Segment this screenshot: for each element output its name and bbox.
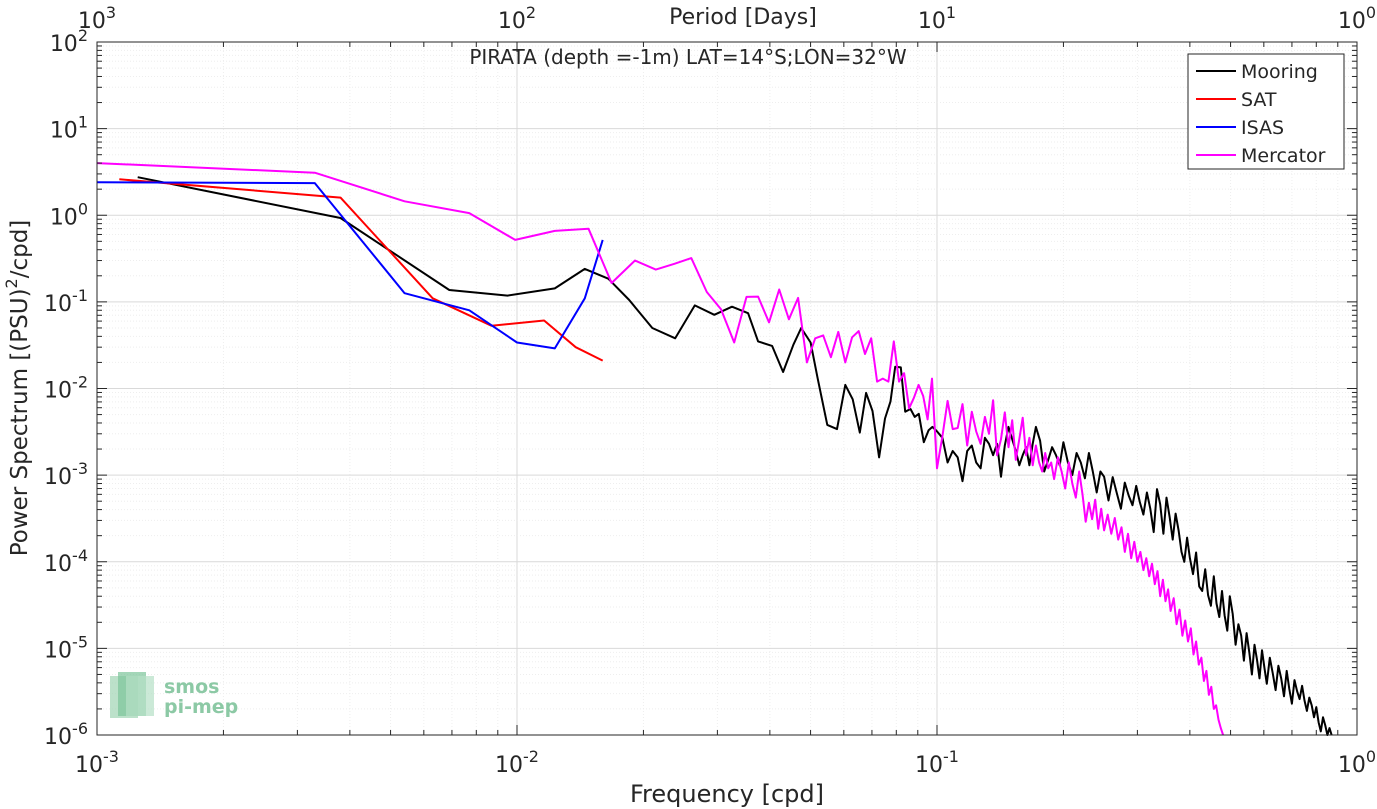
top-tick-label: 103	[78, 3, 116, 34]
x-tick-label-exp: -1	[943, 747, 959, 766]
y-axis-label-tail: /cpd]	[7, 220, 33, 279]
y-tick-label-exp: -5	[72, 632, 88, 651]
top-tick-label-base: 10	[498, 9, 526, 34]
top-tick-label-base: 10	[1338, 9, 1366, 34]
top-tick-label-base: 10	[78, 9, 106, 34]
y-tick-label-base: 10	[50, 32, 78, 57]
watermark-line-1: smos	[164, 676, 219, 698]
x-tick-label-exp: 0	[1366, 747, 1376, 766]
top-tick-label-exp: 0	[1366, 3, 1376, 22]
top-tick-label-exp: 3	[106, 3, 116, 22]
y-tick-label-base: 10	[44, 465, 72, 490]
y-axis-label: Power Spectrum [(PSU)2/cpd]	[2, 220, 33, 557]
series-line-mooring	[137, 176, 1333, 736]
chart-title: PIRATA (depth =-1m) LAT=14°S;LON=32°W	[469, 45, 907, 69]
series-line-mercator	[96, 162, 1225, 736]
x-tick-label-exp: -3	[103, 747, 119, 766]
legend-label-mooring: Mooring	[1241, 61, 1318, 83]
x-axis-label: Frequency [cpd]	[630, 780, 824, 808]
top-tick-label: 100	[1338, 3, 1376, 34]
watermark-logo: smos pi-mep	[110, 672, 238, 718]
y-tick-label: 10-2	[44, 373, 88, 404]
y-tick-label-exp: 2	[78, 26, 88, 45]
y-axis-label-main: Power Spectrum [(PSU)	[7, 288, 33, 556]
y-tick-label-exp: -1	[72, 286, 88, 305]
top-tick-label: 101	[918, 3, 956, 34]
top-tick-label-exp: 2	[526, 3, 536, 22]
y-tick-label-base: 10	[44, 292, 72, 317]
legend-box	[1187, 53, 1345, 170]
y-tick-label-exp: -4	[72, 546, 88, 565]
watermark-line-2: pi-mep	[164, 696, 238, 718]
x-tick-label: 100	[1338, 747, 1376, 778]
y-tick-label: 101	[50, 113, 88, 144]
y-tick-label-exp: 1	[78, 113, 88, 132]
y-tick-label-base: 10	[44, 552, 72, 577]
y-tick-label: 10-6	[44, 719, 88, 750]
y-tick-label-base: 10	[50, 119, 78, 144]
y-tick-label-base: 10	[44, 379, 72, 404]
x-tick-label: 10-2	[495, 747, 539, 778]
tick-labels: 10-3 10-2 10-1 10010-610-510-410-310-210-11…	[44, 3, 1376, 778]
y-tick-label-base: 10	[50, 205, 78, 230]
y-tick-label: 10-1	[44, 286, 88, 317]
legend-label-mercator: Mercator	[1241, 145, 1326, 167]
y-tick-label: 10-5	[44, 632, 88, 663]
y-tick-label-base: 10	[44, 725, 72, 750]
top-tick-label-exp: 1	[946, 3, 956, 22]
y-tick-label-exp: -3	[72, 459, 88, 478]
top-tick-label-base: 10	[918, 9, 946, 34]
legend-label-sat: SAT	[1241, 89, 1277, 111]
legend-label-isas: ISAS	[1241, 117, 1284, 139]
y-tick-label: 10-4	[44, 546, 88, 577]
top-tick-label: 102	[498, 3, 536, 34]
watermark-bar-3	[126, 676, 154, 716]
legend: Mooring SAT ISAS Mercator	[1187, 53, 1345, 170]
x-tick-label-base: 10	[915, 753, 943, 778]
series-line-isas	[96, 181, 604, 350]
top-axis-label: Period [Days]	[669, 5, 817, 30]
x-tick-label-base: 10	[495, 753, 523, 778]
x-tick-label-exp: -2	[523, 747, 539, 766]
y-tick-label: 10-3	[44, 459, 88, 490]
y-axis-label-sup: 2	[2, 278, 21, 288]
tick-marks	[96, 42, 1357, 736]
y-tick-label: 100	[50, 199, 88, 230]
y-tick-label-exp: -2	[72, 373, 88, 392]
x-tick-label: 10-3	[75, 747, 119, 778]
y-tick-label-exp: 0	[78, 199, 88, 218]
y-tick-label: 102	[50, 26, 88, 57]
x-tick-label-base: 10	[75, 753, 103, 778]
x-tick-label: 10-1	[915, 747, 959, 778]
y-tick-label-exp: -6	[72, 719, 88, 738]
y-tick-label-base: 10	[44, 638, 72, 663]
series-group	[96, 162, 1333, 736]
x-tick-label-base: 10	[1338, 753, 1366, 778]
